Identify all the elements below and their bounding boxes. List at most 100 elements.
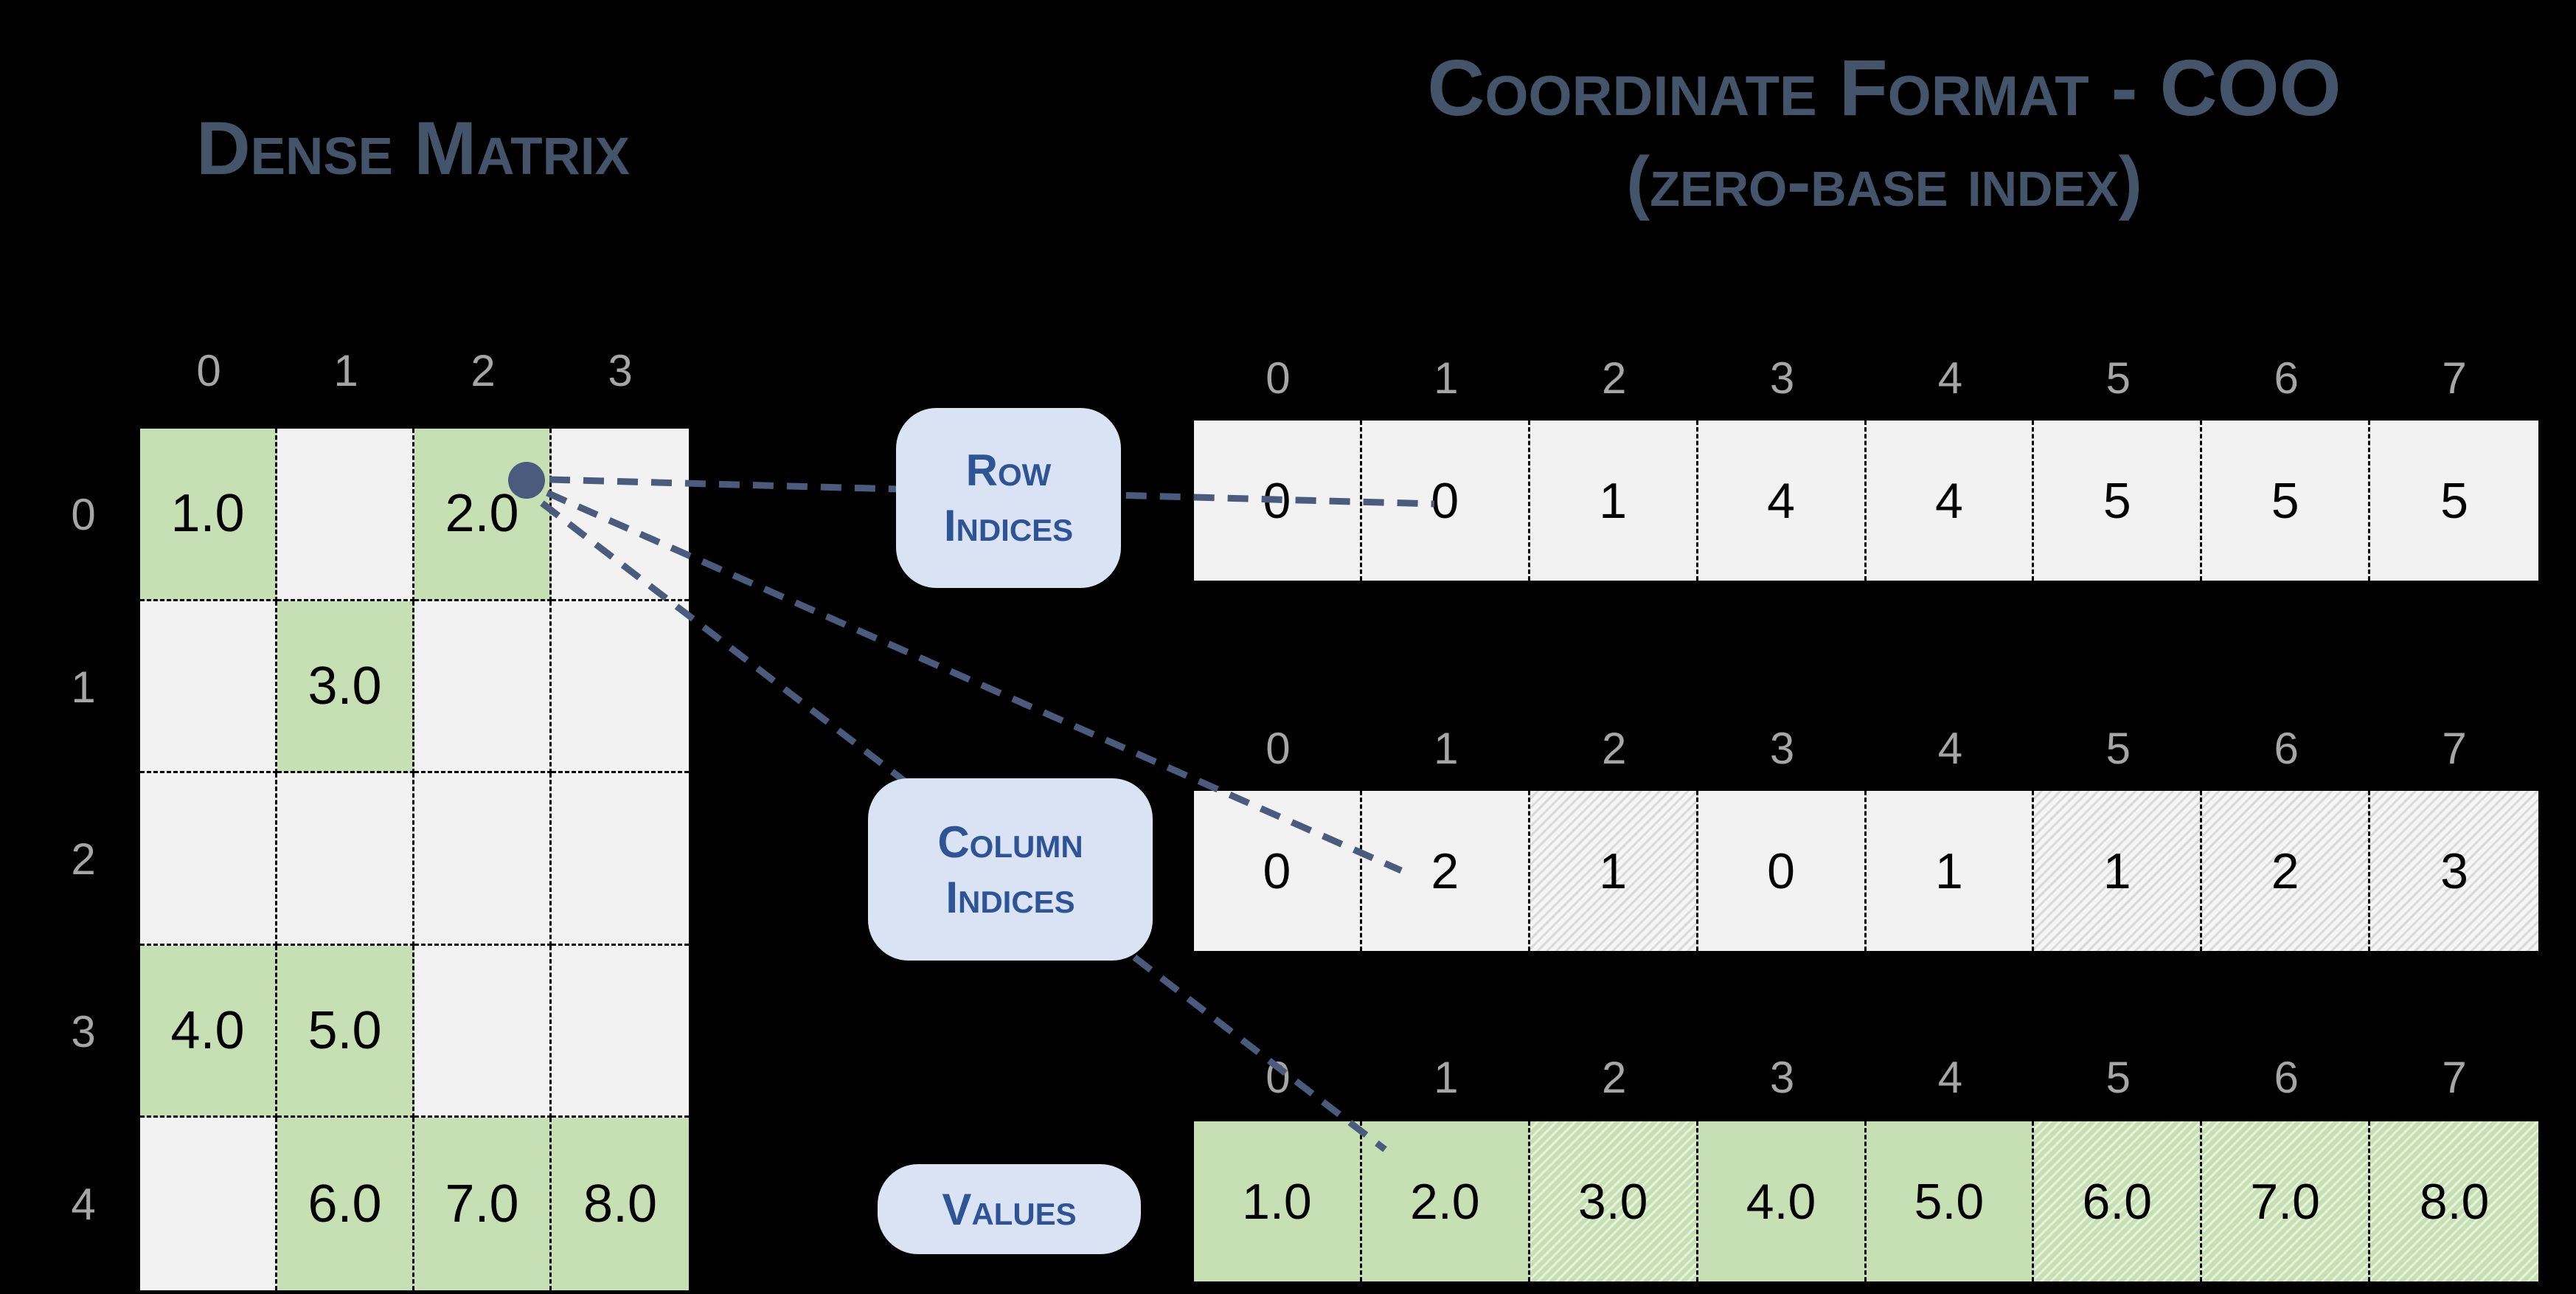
array-cell: 1 — [2034, 791, 2203, 951]
matrix-col-header: 3 — [608, 345, 633, 395]
array-cell-value: 5.0 — [1914, 1173, 1985, 1230]
array-index-header: 4 — [1937, 1052, 1963, 1102]
matrix-row-headers: 0 1 2 3 4 — [49, 429, 118, 1290]
array-cell: 0 — [1194, 791, 1362, 951]
array-cell: 5.0 — [1866, 1121, 2035, 1281]
matrix-cell: 2.0 — [414, 429, 552, 601]
array-cell: 0 — [1698, 791, 1867, 951]
array-index-header: 7 — [2442, 1052, 2467, 1102]
array-cell-value: 4 — [1935, 472, 1963, 529]
values-headers: 0 1 2 3 4 5 6 7 — [1194, 1040, 2538, 1114]
array-index-header: 3 — [1769, 1052, 1795, 1102]
array-cell: 6.0 — [2034, 1121, 2203, 1281]
column-indices-label: Column Indices — [868, 778, 1153, 961]
coo-title: Coordinate Format - COO (zero-base index… — [1291, 46, 2478, 220]
matrix-cell: 1.0 — [140, 429, 277, 601]
row-indices-array: 0 0 1 4 4 5 5 5 — [1194, 421, 2538, 581]
array-cell-value: 8.0 — [2419, 1173, 2490, 1230]
matrix-cell-value: 4.0 — [170, 1001, 245, 1061]
array-cell-value: 1 — [1599, 472, 1628, 529]
array-cell: 4.0 — [1698, 1121, 1867, 1281]
matrix-row-header: 4 — [71, 1179, 96, 1229]
matrix-cell — [277, 429, 414, 601]
array-cell-value: 1 — [1935, 843, 1963, 899]
matrix-cell: 7.0 — [414, 1118, 552, 1290]
matrix-cell — [140, 773, 277, 946]
array-index-header: 0 — [1266, 353, 1291, 403]
array-cell: 1 — [1530, 421, 1698, 581]
array-cell: 1.0 — [1194, 1121, 1362, 1281]
array-index-header: 7 — [2442, 353, 2467, 403]
array-index-header: 2 — [1602, 353, 1627, 403]
matrix-cell — [552, 773, 689, 946]
array-cell: 4 — [1866, 421, 2035, 581]
array-cell: 2.0 — [1361, 1121, 1530, 1281]
array-cell-value: 4 — [1767, 472, 1795, 529]
array-cell-value: 0 — [1767, 843, 1795, 899]
array-index-header: 1 — [1434, 723, 1459, 773]
matrix-cell: 3.0 — [277, 601, 414, 774]
matrix-cell — [414, 945, 552, 1118]
array-cell: 5 — [2034, 421, 2203, 581]
dense-matrix-grid: 1.0 2.0 3.0 4.0 5.0 6.0 7.0 8.0 — [140, 429, 689, 1290]
array-cell: 4 — [1698, 421, 1867, 581]
matrix-col-header: 2 — [471, 345, 496, 395]
values-label: Values — [878, 1164, 1141, 1254]
array-cell: 5 — [2370, 421, 2538, 581]
values-array: 1.0 2.0 3.0 4.0 5.0 6.0 7.0 8.0 — [1194, 1121, 2538, 1281]
array-index-header: 5 — [2105, 353, 2131, 403]
array-index-header: 5 — [2105, 723, 2131, 773]
array-cell: 7.0 — [2202, 1121, 2371, 1281]
array-cell-value: 2 — [1431, 843, 1459, 899]
matrix-row-header: 0 — [71, 490, 96, 540]
array-cell: 8.0 — [2370, 1121, 2538, 1281]
matrix-cell-value: 5.0 — [308, 1001, 382, 1061]
array-cell-value: 1 — [1599, 843, 1628, 899]
matrix-cell-value: 2.0 — [445, 484, 519, 544]
array-index-header: 6 — [2274, 723, 2299, 773]
matrix-cell-value: 8.0 — [583, 1174, 658, 1234]
row-indices-label: Row Indices — [896, 408, 1121, 588]
matrix-cell — [552, 601, 689, 774]
array-index-header: 2 — [1602, 723, 1627, 773]
column-indices-array: 0 2 1 0 1 1 2 3 — [1194, 791, 2538, 951]
coo-title-line2: (zero-base index) — [1626, 142, 2142, 222]
array-cell-value: 7.0 — [2250, 1173, 2320, 1230]
matrix-cell — [414, 773, 552, 946]
matrix-col-header: 1 — [333, 345, 358, 395]
array-index-header: 7 — [2442, 723, 2467, 773]
column-indices-headers: 0 1 2 3 4 5 6 7 — [1194, 711, 2538, 785]
array-cell: 3.0 — [1530, 1121, 1698, 1281]
array-cell: 5 — [2202, 421, 2371, 581]
matrix-cell: 8.0 — [552, 1118, 689, 1290]
matrix-cell-value: 1.0 — [170, 484, 245, 544]
dense-matrix-title: Dense Matrix — [195, 106, 631, 190]
array-cell-value: 1 — [2103, 843, 2131, 899]
array-index-header: 0 — [1266, 723, 1291, 773]
matrix-row-header: 1 — [71, 662, 96, 712]
array-index-header: 6 — [2274, 1052, 2299, 1102]
array-index-header: 4 — [1937, 353, 1963, 403]
array-cell-value: 2.0 — [1410, 1173, 1480, 1230]
array-cell-value: 5 — [2440, 472, 2468, 529]
array-cell-value: 5 — [2103, 472, 2131, 529]
array-index-header: 1 — [1434, 1052, 1459, 1102]
matrix-cell — [552, 429, 689, 601]
array-cell: 3 — [2370, 791, 2538, 951]
array-cell: 1 — [1530, 791, 1698, 951]
array-cell-value: 6.0 — [2082, 1173, 2153, 1230]
array-cell-value: 5 — [2271, 472, 2299, 529]
array-index-header: 6 — [2274, 353, 2299, 403]
array-cell-value: 3 — [2440, 843, 2468, 899]
array-cell-value: 2 — [2271, 843, 2299, 899]
array-cell: 2 — [1361, 791, 1530, 951]
array-cell: 0 — [1361, 421, 1530, 581]
matrix-column-headers: 0 1 2 3 — [140, 333, 689, 407]
matrix-cell: 5.0 — [277, 945, 414, 1118]
matrix-cell — [552, 945, 689, 1118]
array-cell: 0 — [1194, 421, 1362, 581]
matrix-cell — [140, 1118, 277, 1290]
matrix-row-header: 3 — [71, 1007, 96, 1057]
matrix-cell — [414, 601, 552, 774]
